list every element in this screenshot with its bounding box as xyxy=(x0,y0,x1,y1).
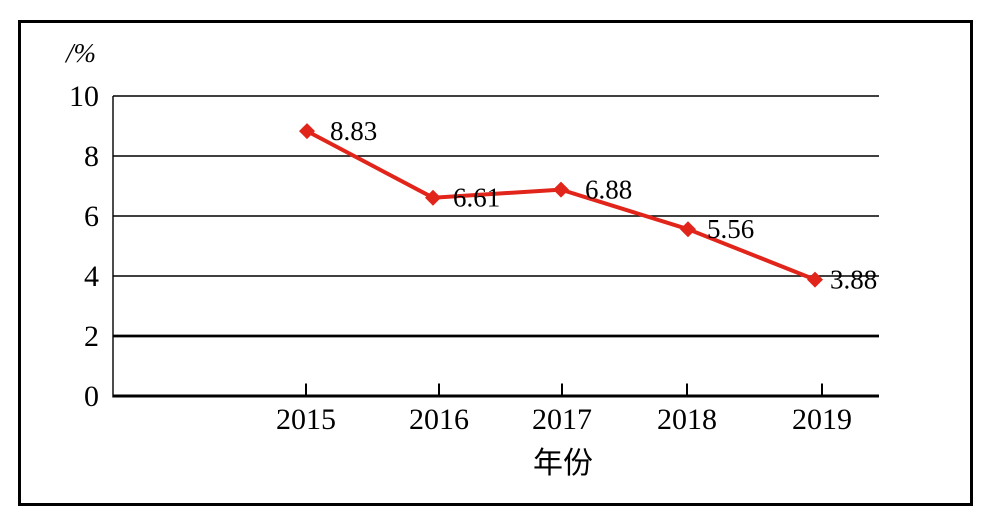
data-point-label: 6.88 xyxy=(585,175,632,205)
x-axis-tick-label: 2016 xyxy=(409,403,469,436)
data-point-marker xyxy=(807,271,823,288)
data-point-marker xyxy=(299,123,315,140)
chart-border-frame xyxy=(18,20,973,506)
data-point-label: 5.56 xyxy=(707,214,754,244)
data-point-label: 6.61 xyxy=(453,183,500,213)
y-axis-unit-label: /% xyxy=(66,38,96,68)
data-point-label: 8.83 xyxy=(330,116,377,146)
x-axis-title: 年份 xyxy=(533,447,593,480)
x-axis-tick-label: 2017 xyxy=(532,403,592,436)
x-axis-tick-label: 2019 xyxy=(792,403,852,436)
y-axis-tick-label: 8 xyxy=(84,140,99,173)
data-point-label: 3.88 xyxy=(830,265,877,295)
data-point-marker xyxy=(553,181,569,198)
y-axis-tick-label: 2 xyxy=(84,320,99,353)
x-axis-tick-label: 2015 xyxy=(276,403,336,436)
y-axis-tick-label: 10 xyxy=(69,80,99,113)
y-axis-tick-label: 0 xyxy=(84,380,99,413)
data-point-marker xyxy=(680,221,696,238)
y-axis-tick-label: 6 xyxy=(84,200,99,233)
data-point-marker xyxy=(425,189,441,206)
data-line xyxy=(305,129,817,282)
y-axis-tick-label: 4 xyxy=(84,260,99,293)
x-axis-tick-label: 2018 xyxy=(657,403,717,436)
